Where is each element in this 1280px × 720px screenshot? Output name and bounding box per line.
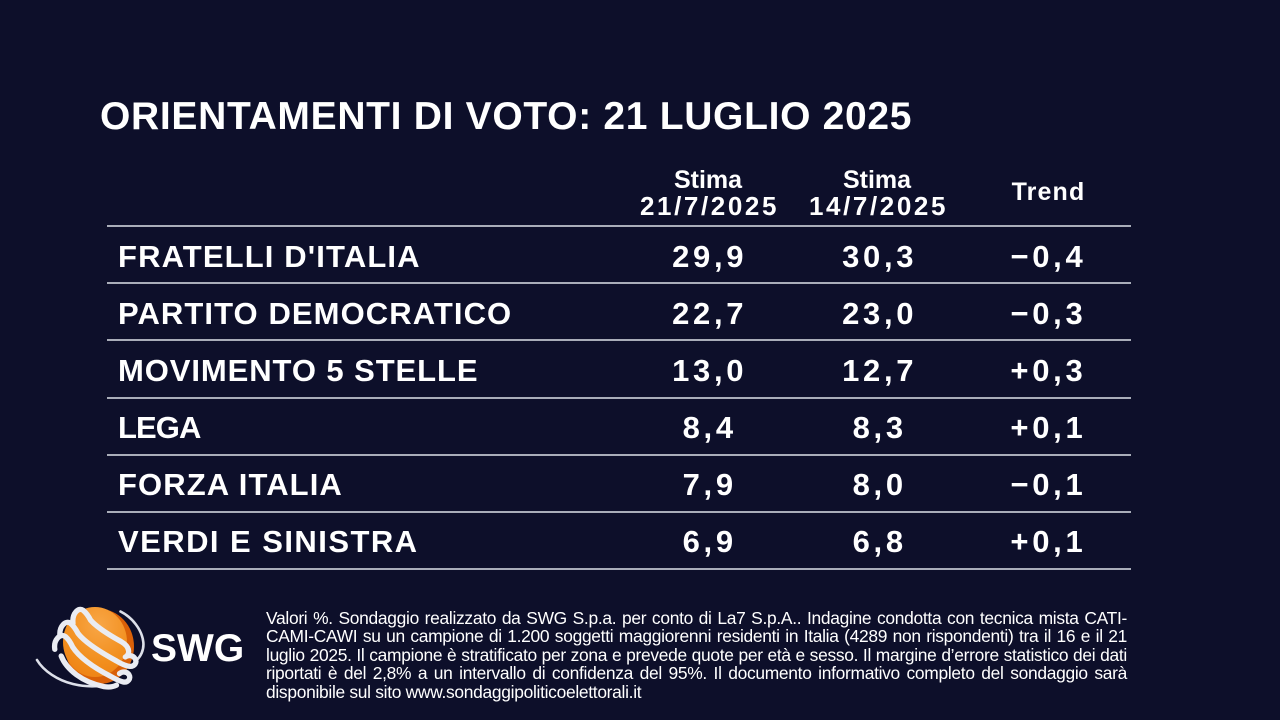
svg-text:SWG: SWG bbox=[151, 627, 244, 670]
